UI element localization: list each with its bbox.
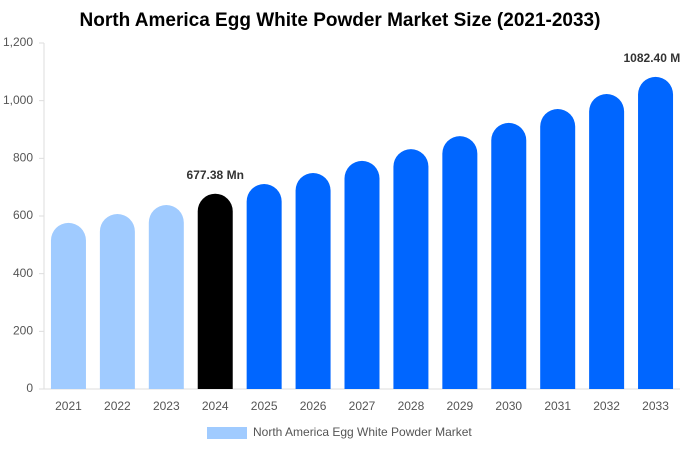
bar (99, 213, 135, 389)
x-tick-label: 2029 (446, 399, 473, 413)
x-tick-label: 2026 (300, 399, 327, 413)
bar (638, 76, 674, 390)
bar (148, 205, 184, 389)
bar (197, 193, 233, 389)
bar (540, 109, 576, 390)
legend-swatch (207, 427, 247, 439)
y-tick-label: 400 (13, 266, 33, 280)
x-tick-label: 2027 (349, 399, 376, 413)
x-tick-label: 2024 (202, 399, 229, 413)
chart-title: North America Egg White Powder Market Si… (80, 10, 601, 31)
y-tick-label: 1,200 (3, 35, 33, 49)
x-tick-label: 2025 (251, 399, 278, 413)
x-tick-label: 2021 (55, 399, 82, 413)
y-tick-label: 0 (26, 381, 33, 395)
x-tick-label: 2032 (593, 399, 620, 413)
bar (393, 149, 429, 389)
data-label: 677.38 Mn (187, 168, 244, 182)
data-label: 1082.40 Mn (624, 51, 680, 65)
y-tick-label: 200 (13, 324, 33, 338)
bar (50, 222, 86, 389)
y-tick-label: 800 (13, 151, 33, 165)
bar (295, 173, 331, 389)
x-tick-label: 2028 (398, 399, 425, 413)
bar (246, 183, 282, 389)
x-tick-label: 2022 (104, 399, 131, 413)
y-tick-label: 600 (13, 208, 33, 222)
legend-label: North America Egg White Powder Market (253, 425, 472, 439)
x-tick-label: 2033 (642, 399, 669, 413)
bar (491, 122, 527, 389)
y-tick-label: 1,000 (3, 93, 33, 107)
x-tick-label: 2031 (544, 399, 571, 413)
bar (344, 160, 380, 389)
x-tick-label: 2030 (495, 399, 522, 413)
x-tick-label: 2023 (153, 399, 180, 413)
bar (589, 94, 625, 389)
bar (442, 136, 478, 389)
